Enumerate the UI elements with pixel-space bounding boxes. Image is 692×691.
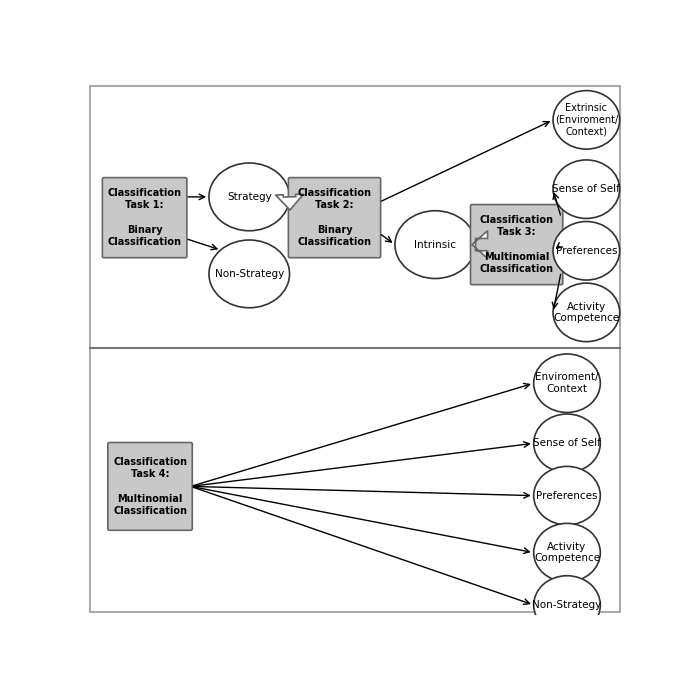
Ellipse shape [209, 240, 289, 307]
Ellipse shape [553, 91, 620, 149]
Text: Sense of Self: Sense of Self [552, 184, 620, 194]
Ellipse shape [534, 523, 601, 582]
Text: Sense of Self: Sense of Self [533, 438, 601, 448]
Text: Preferences: Preferences [536, 491, 598, 501]
Polygon shape [472, 231, 488, 258]
Ellipse shape [553, 283, 620, 341]
Ellipse shape [553, 222, 620, 280]
Text: Extrinsic
(Enviroment/
Context): Extrinsic (Enviroment/ Context) [555, 103, 618, 137]
Ellipse shape [534, 414, 601, 473]
Text: Classification
Task 1:

Binary
Classification: Classification Task 1: Binary Classifica… [108, 188, 181, 247]
Text: Non-Strategy: Non-Strategy [532, 600, 601, 610]
Text: Non-Strategy: Non-Strategy [215, 269, 284, 279]
FancyBboxPatch shape [289, 178, 381, 258]
Ellipse shape [553, 160, 620, 218]
Text: Strategy: Strategy [227, 192, 272, 202]
Ellipse shape [395, 211, 475, 278]
FancyBboxPatch shape [471, 205, 563, 285]
Text: Intrinsic: Intrinsic [415, 240, 456, 249]
Ellipse shape [534, 576, 601, 634]
Text: Enviroment/
Context: Enviroment/ Context [535, 372, 599, 394]
FancyBboxPatch shape [102, 178, 187, 258]
Ellipse shape [534, 354, 601, 413]
Text: Preferences: Preferences [556, 246, 617, 256]
FancyBboxPatch shape [108, 442, 192, 530]
Text: Classification
Task 2:

Binary
Classification: Classification Task 2: Binary Classifica… [298, 188, 372, 247]
Text: Classification
Task 4:

Multinomial
Classification: Classification Task 4: Multinomial Class… [113, 457, 187, 516]
Text: Classification
Task 3:

Multinomial
Classification: Classification Task 3: Multinomial Class… [480, 215, 554, 274]
Text: Activity
Competence: Activity Competence [554, 301, 619, 323]
Ellipse shape [534, 466, 601, 525]
Ellipse shape [209, 163, 289, 231]
Text: Activity
Competence: Activity Competence [534, 542, 600, 563]
Polygon shape [275, 194, 303, 210]
